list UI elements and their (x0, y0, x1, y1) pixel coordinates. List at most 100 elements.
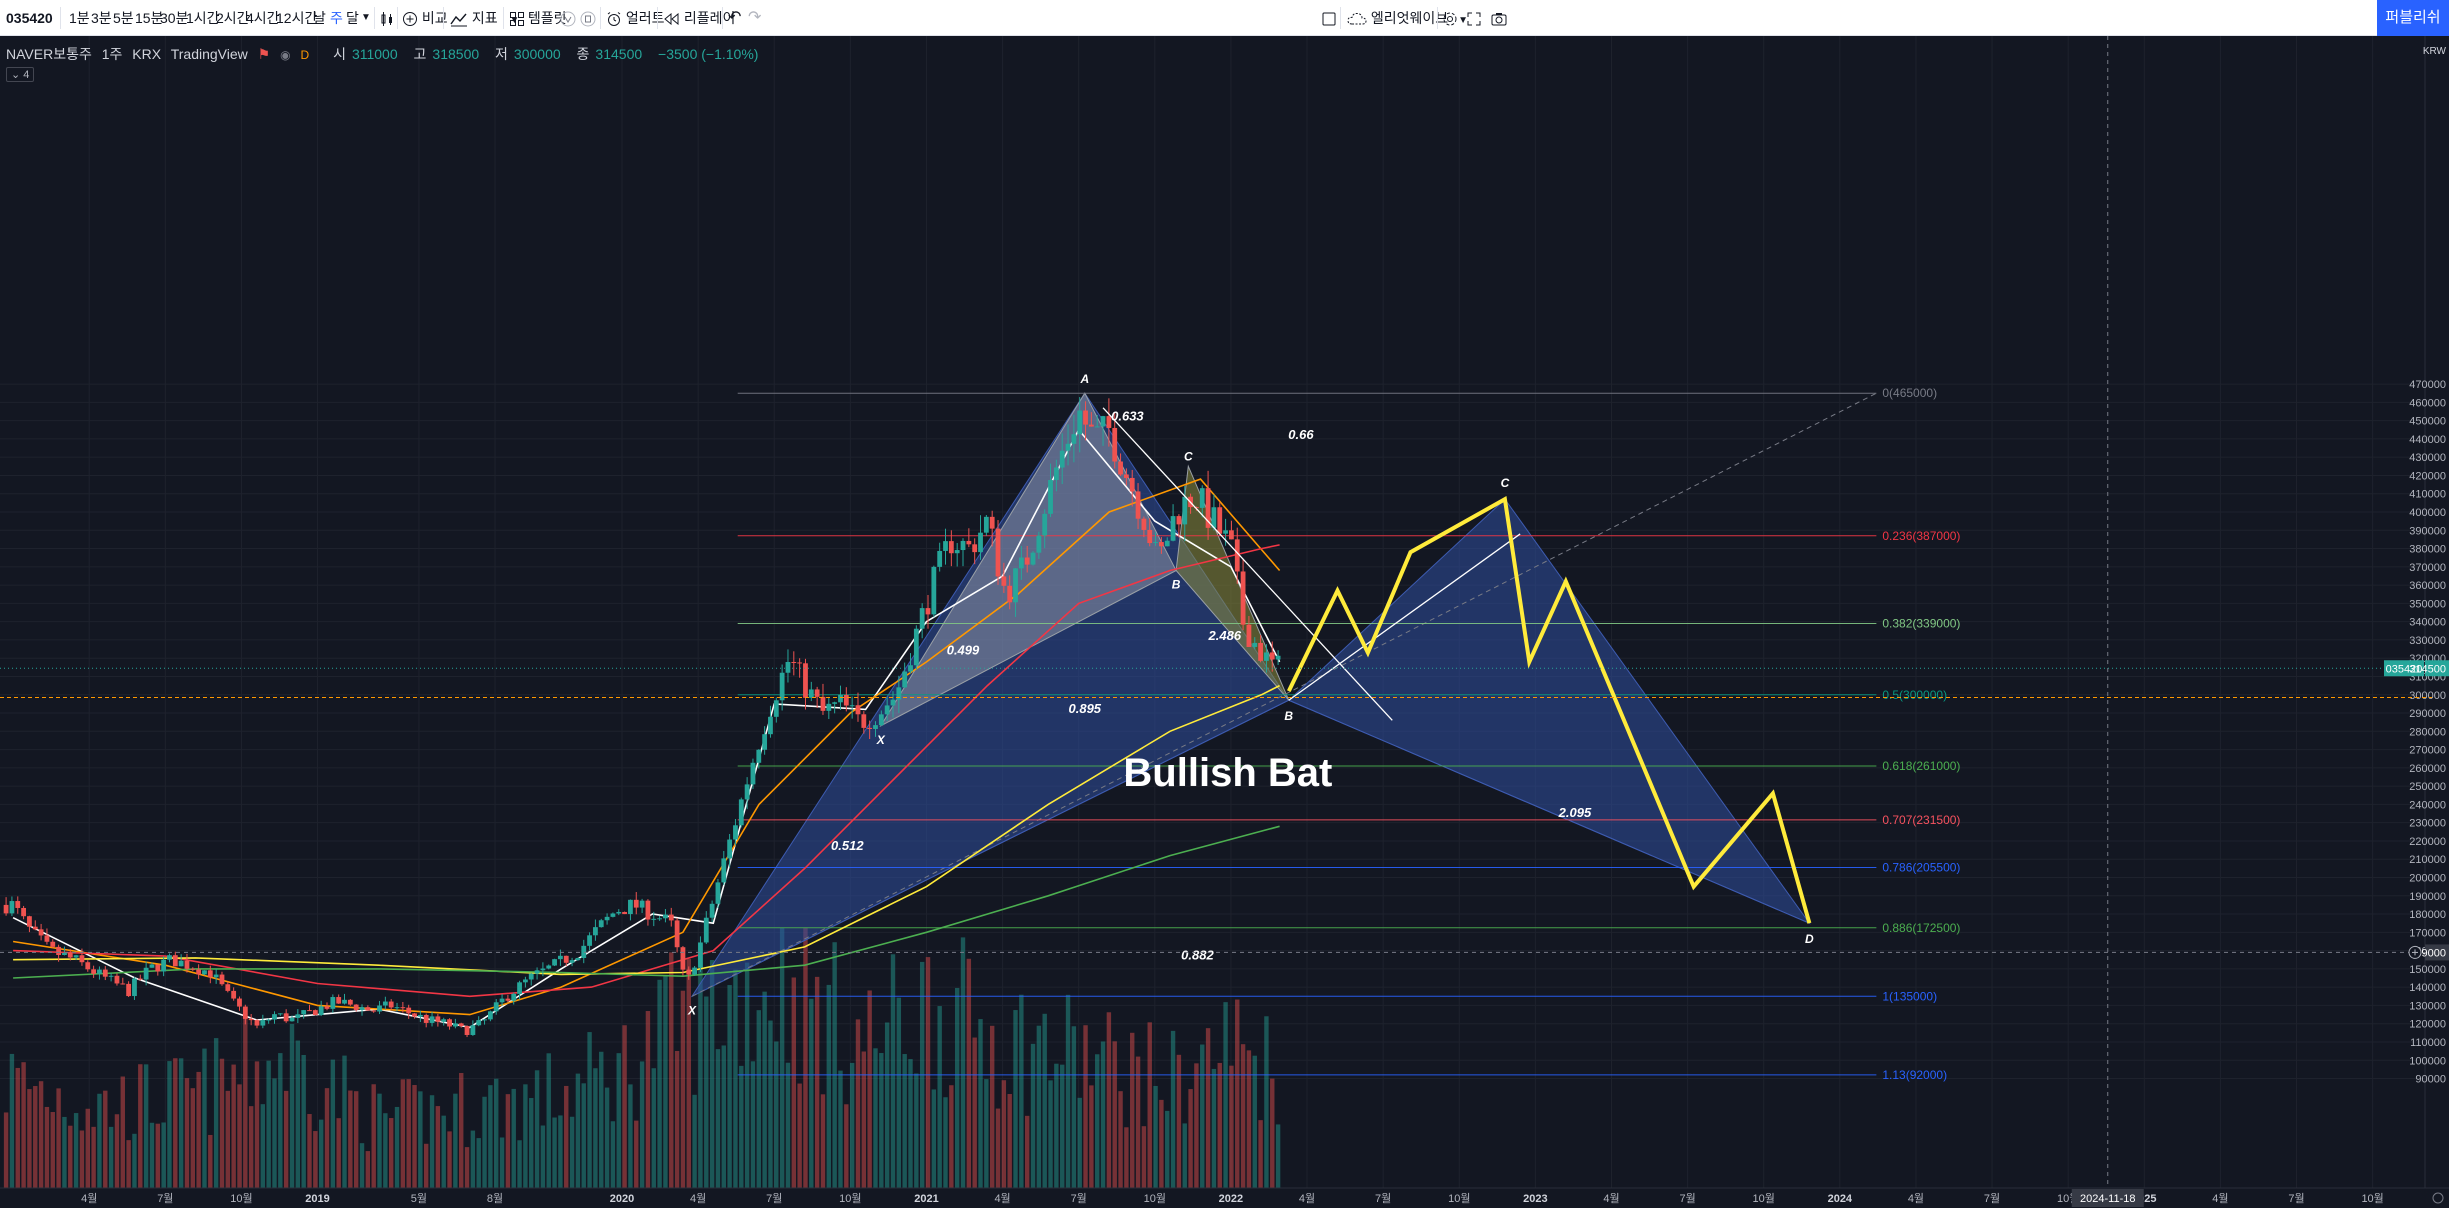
low-value: 300000 (513, 46, 561, 62)
volume-bar (324, 1088, 330, 1196)
candle-body (738, 799, 744, 826)
volume-bar (610, 1121, 616, 1196)
interval-day[interactable]: 날 (313, 10, 326, 26)
low-label: 저 (495, 46, 508, 62)
candle-body (196, 969, 202, 975)
time-tick-label: 4월 (994, 1192, 1010, 1205)
rewind-icon (664, 13, 679, 26)
camera-icon[interactable] (1491, 0, 1507, 36)
price-chart[interactable]: 0(465000) 0.236(387000) 0.382(339000) 0.5(3… (0, 36, 2449, 1208)
interval-5m[interactable]: 5분 (113, 10, 134, 26)
candle-body (1100, 416, 1106, 427)
volume-bar (505, 1094, 511, 1196)
candle-body (522, 979, 528, 983)
interval-1m[interactable]: 1분 (69, 10, 90, 26)
volume-bar (1235, 999, 1240, 1196)
price-tick-label: 150000 (2409, 964, 2446, 976)
volume-bar (534, 1070, 540, 1196)
candle-body (423, 1014, 429, 1023)
interval-15m[interactable]: 15분 (135, 10, 164, 26)
volume-bar (972, 1037, 977, 1196)
volume-bar (418, 1091, 423, 1196)
candle-body (616, 911, 622, 914)
expand-icon[interactable] (1467, 0, 1481, 36)
candle-body (657, 918, 662, 920)
volume-bar (1130, 1032, 1135, 1196)
interval-month[interactable]: 달 (346, 10, 359, 26)
volume-bar (1083, 1025, 1088, 1196)
interval-week[interactable]: 주 (330, 10, 343, 26)
interval-30m[interactable]: 30분 (160, 10, 189, 26)
undo-icon[interactable]: ↶ (728, 9, 742, 26)
volume-bar (884, 1022, 890, 1196)
candle-body (762, 734, 768, 750)
candle-body (1269, 652, 1275, 660)
candle-body (552, 959, 557, 966)
interval-1h[interactable]: 1시간 (186, 10, 220, 26)
gear-icon[interactable] (1442, 0, 1458, 36)
legend-symbol[interactable]: NAVER보통주 (6, 46, 92, 62)
layout-a-icon[interactable] (560, 0, 576, 36)
volume-bar (1077, 1097, 1082, 1196)
volume-bar (108, 1126, 114, 1196)
candle-body (377, 1005, 382, 1012)
legend-collapse-button[interactable]: ⌄ 4 (6, 67, 35, 82)
layout-b-icon[interactable] (580, 0, 596, 36)
interval-dropdown-icon[interactable]: ▼ (361, 12, 371, 23)
price-tick-label: 440000 (2409, 434, 2446, 446)
volume-bar (978, 1019, 983, 1196)
volume-bar (1100, 1041, 1106, 1196)
candle-body (394, 1007, 400, 1009)
crosshair-date-label: 2024-11-18 (2080, 1193, 2135, 1205)
volume-bar (750, 1061, 756, 1196)
candle-body (406, 1007, 412, 1014)
volume-bar (79, 1130, 85, 1196)
price-tick-label: 100000 (2409, 1055, 2446, 1067)
candle-body (266, 1019, 272, 1021)
candle-body (943, 541, 948, 551)
volume-bar (348, 1090, 353, 1196)
volume-bar (126, 1140, 131, 1196)
interval-12h[interactable]: 12시간 (276, 10, 318, 26)
volume-bar (1065, 994, 1071, 1196)
replay-button[interactable]: 리플레이 (664, 0, 735, 36)
templates-button[interactable]: 템플릿 (510, 0, 567, 36)
toolbar-divider (657, 7, 658, 29)
candle-body (97, 969, 102, 974)
layout-selector[interactable]: 엘리엇웨이브 ▼ (1347, 0, 1468, 36)
pattern-point-d: D (1805, 932, 1814, 946)
volume-bar (914, 1073, 919, 1196)
candle-body (476, 1020, 482, 1026)
time-tick-label: 7월 (1375, 1192, 1391, 1205)
price-tick-label: 370000 (2409, 562, 2446, 574)
symbol-search[interactable]: 035420 (6, 10, 53, 26)
candle-body (114, 975, 120, 984)
candle-body (937, 550, 943, 567)
inner-point-x: X (876, 733, 886, 747)
compare-button[interactable]: 비교 (402, 0, 448, 36)
candle-body (365, 1007, 371, 1011)
pattern-point-b: B (1284, 709, 1293, 723)
publish-button[interactable]: 퍼블리쉬 (2377, 0, 2449, 36)
volume-bar (50, 1112, 55, 1196)
price-axis: 90000 100000 110000 120000 130000 140000 15000… (0, 36, 2449, 1208)
candle-body (750, 762, 756, 785)
eye-icon[interactable]: ◉ (280, 48, 291, 62)
alert-button[interactable]: 얼러트 (606, 0, 665, 36)
interval-4h[interactable]: 4시간 (246, 10, 280, 26)
volume-bar (797, 1083, 802, 1196)
redo-icon[interactable]: ↷ (748, 9, 762, 26)
candle-body (966, 540, 972, 545)
volume-bar (674, 1050, 680, 1196)
candle-body (1170, 516, 1176, 541)
candle-body (21, 907, 26, 917)
candle-body (1053, 467, 1059, 481)
volume-bar (184, 1078, 190, 1196)
volume-bar (604, 1087, 610, 1196)
candle-body (242, 1006, 248, 1019)
interval-3m[interactable]: 3분 (91, 10, 112, 26)
candle-style-icon[interactable] (380, 0, 394, 36)
candle-body (1129, 477, 1135, 492)
fullscreen-square-icon[interactable] (1322, 0, 1336, 36)
interval-2h[interactable]: 2시간 (216, 10, 250, 26)
